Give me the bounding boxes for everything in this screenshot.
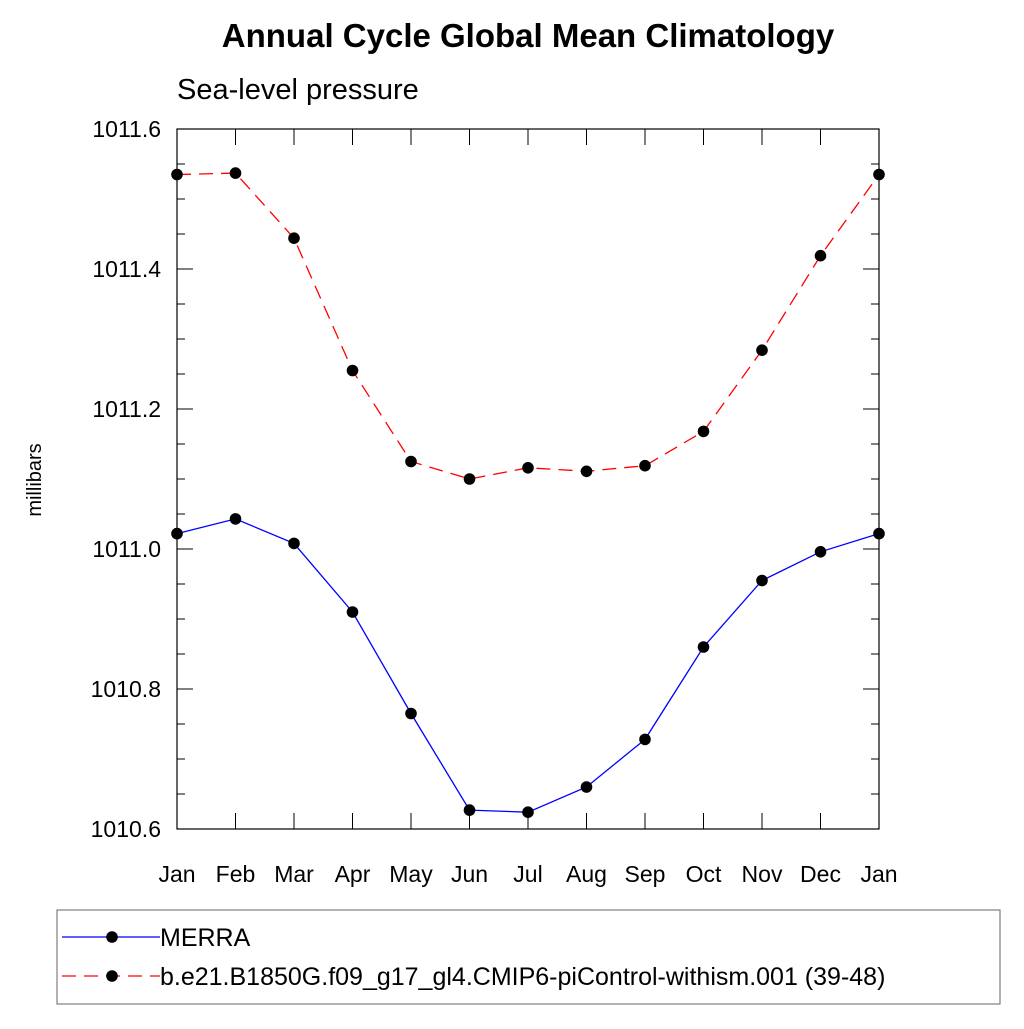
data-point <box>522 806 534 818</box>
x-tick-label: Jul <box>513 861 542 887</box>
plot-frame <box>176 128 880 830</box>
y-axis-label: millibars <box>24 443 46 516</box>
x-tick-label: Mar <box>274 861 314 887</box>
x-tick-label: Jan <box>860 861 897 887</box>
data-point <box>814 249 827 262</box>
x-tick-label: Jun <box>451 861 488 887</box>
x-tick-label: May <box>389 861 433 887</box>
data-point <box>463 804 476 816</box>
data-point <box>405 707 417 720</box>
y-tick-label: 1011.4 <box>92 256 161 282</box>
x-tick-label: Dec <box>800 861 841 887</box>
x-tick-label: Feb <box>216 861 256 887</box>
y-tick-label: 1011.6 <box>92 116 161 142</box>
legend: MERRA b.e21.B1850G.f09_g17_gl4.CMIP6-piCo… <box>56 909 1001 1005</box>
data-point <box>229 513 242 525</box>
series-line-0 <box>176 518 880 813</box>
data-point <box>229 167 242 179</box>
series-line-1 <box>176 172 880 480</box>
x-tick-label: Nov <box>742 861 783 887</box>
legend-marker <box>106 970 118 982</box>
data-point <box>405 455 417 468</box>
legend-label: MERRA <box>160 924 251 952</box>
data-point <box>288 232 300 244</box>
data-point <box>814 546 827 558</box>
data-point <box>463 473 476 485</box>
y-tick-label: 1010.6 <box>91 816 161 842</box>
data-point <box>522 462 534 474</box>
data-point <box>697 641 710 653</box>
chart-subtitle: Sea-level pressure <box>177 74 419 106</box>
y-tick-label: 1011.0 <box>92 536 161 562</box>
data-point <box>346 364 359 377</box>
chart-title: Annual Cycle Global Mean Climatology <box>222 17 835 54</box>
y-tick-label: 1010.8 <box>91 676 161 702</box>
data-point <box>346 606 359 618</box>
legend-label: b.e21.B1850G.f09_g17_gl4.CMIP6-piControl… <box>160 963 885 991</box>
data-point <box>756 574 768 587</box>
data-point <box>639 733 651 746</box>
data-point <box>288 537 300 550</box>
legend-marker <box>106 931 118 943</box>
data-point <box>171 168 183 181</box>
x-tick-label: Sep <box>625 861 666 887</box>
plot-area: Jan Feb Mar Apr May Jun Jul Aug Sep Oct Nov Dec Jan 1… <box>91 116 898 887</box>
x-tick-label: Aug <box>566 861 607 887</box>
y-tick-label: 1011.2 <box>92 396 161 422</box>
data-point <box>756 344 768 357</box>
data-point <box>873 168 885 181</box>
data-point <box>639 459 651 472</box>
data-point <box>580 465 593 478</box>
x-tick-label: Oct <box>686 861 722 887</box>
data-point <box>873 527 885 540</box>
data-point <box>580 781 593 793</box>
x-tick-label: Apr <box>335 861 371 887</box>
x-tick-label: Jan <box>158 861 195 887</box>
data-point <box>171 527 183 540</box>
legend-box <box>56 909 1001 1005</box>
data-point <box>697 425 710 438</box>
